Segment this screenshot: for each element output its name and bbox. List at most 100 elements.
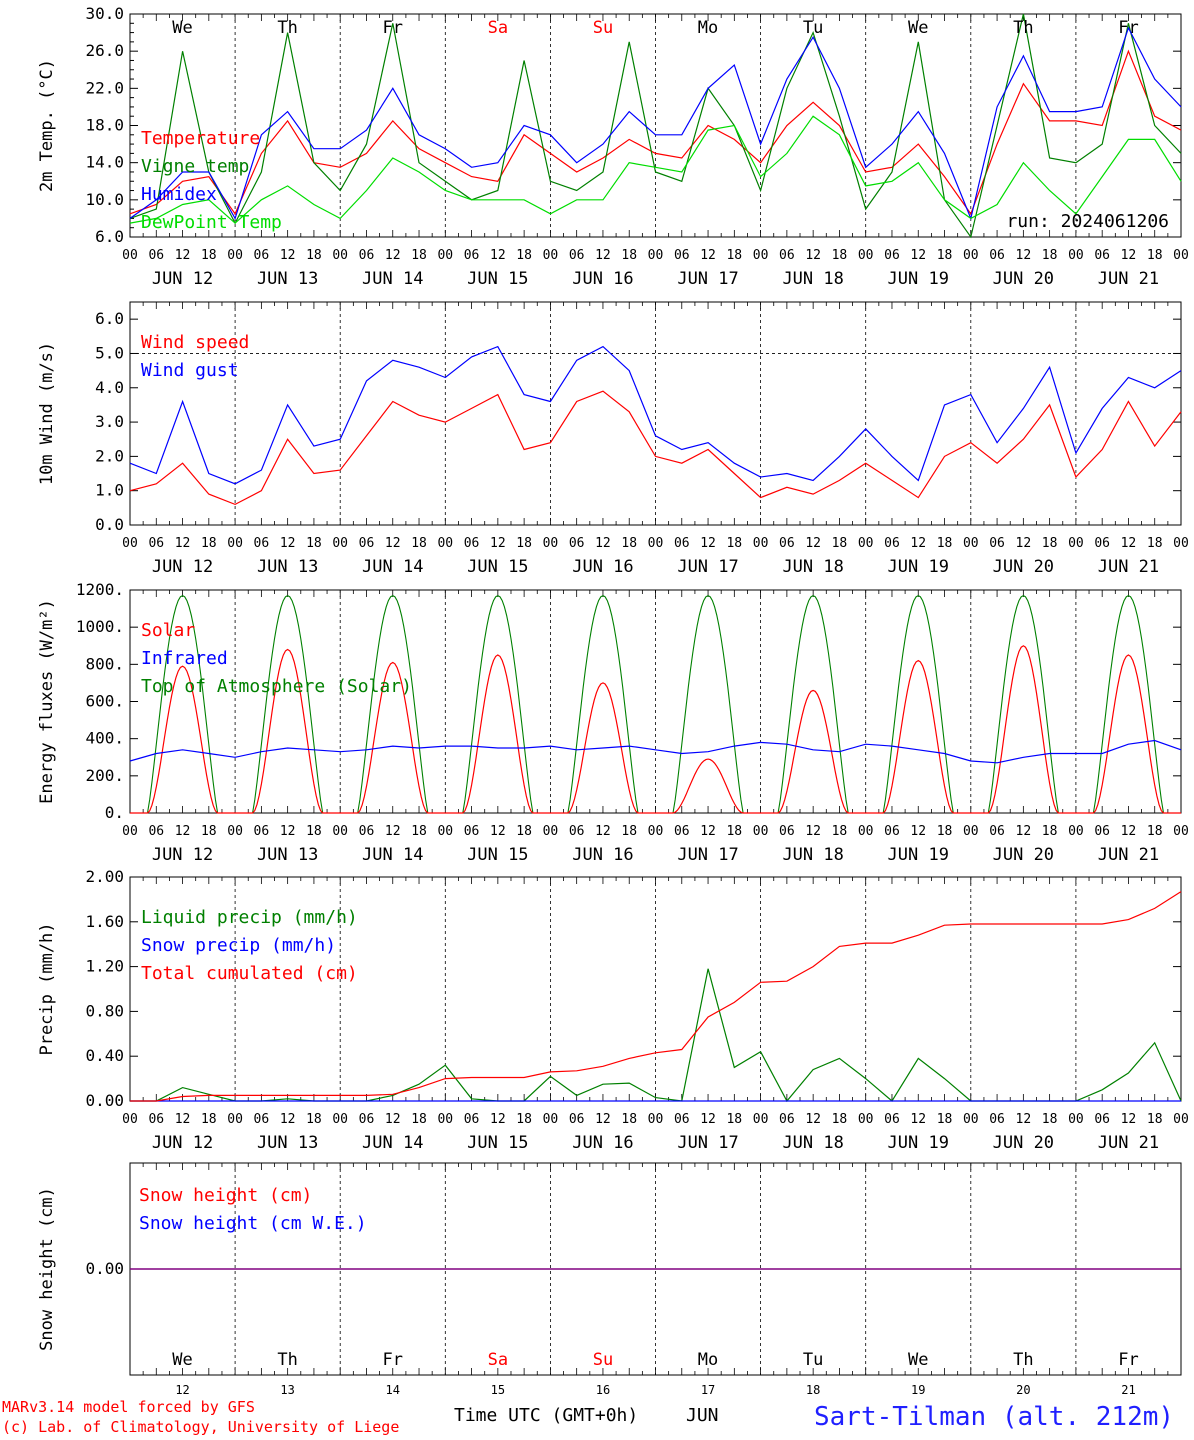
hour-tick-label: 00 [858,824,874,839]
day-number-label: 19 [911,1383,925,1397]
hour-tick-label: 12 [1121,1112,1137,1127]
weekday-label: Fr [1118,1350,1138,1370]
hour-tick-label: 12 [700,1112,716,1127]
date-label: JUN 18 [782,1133,843,1153]
run-label: run: 2024061206 [1006,211,1169,232]
date-label: JUN 20 [993,845,1054,865]
hour-tick-label: 18 [621,824,637,839]
legend-entry: DewPoint Temp [141,212,282,233]
weekday-label: Th [1013,18,1033,38]
day-number-label: 20 [1016,1383,1030,1397]
y-tick-label: 600. [85,692,124,711]
panel-frame [129,301,1182,526]
hour-tick-label: 18 [726,248,742,263]
day-number-label: 13 [280,1383,294,1397]
weekday-label: We [908,1350,928,1370]
date-label: JUN 18 [782,845,843,865]
legend-entry: Wind speed [141,332,249,353]
hour-tick-label: 12 [280,536,296,551]
hour-tick-label: 12 [490,1112,506,1127]
hour-tick-label: 18 [516,1112,532,1127]
series-infrared [129,739,1182,764]
hour-tick-label: 06 [359,536,375,551]
date-label: JUN 16 [572,845,633,865]
hour-tick-label: 06 [464,248,480,263]
day-number-label: 12 [175,1383,189,1397]
y-tick-label: 22.0 [85,78,124,97]
hour-tick-label: 00 [753,248,769,263]
weekday-label: Mo [698,18,718,38]
footer-station: Sart-Tilman (alt. 212m) [814,1402,1175,1432]
y-axis-label: Energy fluxes (W/m²) [37,599,57,804]
date-label: JUN 16 [572,1133,633,1153]
footer-model: MARv3.14 model forced by GFS [2,1398,255,1416]
date-label: JUN 15 [467,1133,528,1153]
hour-tick-label: 00 [1068,248,1084,263]
y-tick-label: 18.0 [85,116,124,135]
legend-entry: Infrared [141,648,228,669]
hour-tick-label: 12 [1121,824,1137,839]
series-solar [130,645,1181,814]
footer-lab: (c) Lab. of Climatology, University of L… [2,1418,400,1436]
date-label: JUN 19 [888,845,949,865]
hour-tick-label: 18 [1147,824,1163,839]
weekday-label: Tu [803,1350,823,1370]
date-label: JUN 21 [1098,1133,1159,1153]
y-tick-label: 1200. [76,580,124,599]
date-label: JUN 21 [1098,269,1159,289]
hour-tick-label: 12 [700,824,716,839]
hour-tick-label: 12 [175,824,191,839]
hour-tick-label: 06 [779,536,795,551]
date-label: JUN 15 [467,269,528,289]
series-humidex [129,26,1182,221]
hour-tick-label: 18 [201,248,217,263]
hour-tick-label: 18 [411,536,427,551]
weekday-label: Fr [383,18,403,38]
hour-tick-label: 00 [1173,1112,1189,1127]
hour-tick-label: 06 [464,1112,480,1127]
panel-4: 0.00 0.40 0.80 1.20 1.60 2.00 Precip (mm/h) Liq… [37,867,1189,1153]
hour-tick-label: 06 [569,248,585,263]
hour-tick-label: 00 [1068,824,1084,839]
hour-tick-label: 06 [674,248,690,263]
hour-tick-label: 00 [122,824,138,839]
hour-tick-label: 00 [1173,536,1189,551]
panel-frame [129,13,1182,238]
date-label: JUN 21 [1098,845,1159,865]
weekday-label: Fr [383,1350,403,1370]
hour-tick-label: 18 [306,536,322,551]
hour-tick-label: 00 [543,1112,559,1127]
weekday-label: Fr [1118,18,1138,38]
y-tick-label: 6.0 [95,227,124,246]
y-tick-label: 400. [85,729,124,748]
y-tick-label: 0. [105,803,124,822]
hour-tick-label: 00 [648,536,664,551]
hour-tick-label: 18 [832,1112,848,1127]
hour-tick-label: 06 [359,248,375,263]
y-tick-label: 30.0 [85,4,124,23]
hour-tick-label: 12 [385,248,401,263]
hour-tick-label: 12 [280,824,296,839]
weekday-label: We [172,18,192,38]
hour-tick-label: 06 [148,1112,164,1127]
y-tick-label: 1000. [76,617,124,636]
panel-2: 0.0 1.0 2.0 3.0 4.0 5.0 6.0 10m Wind (m/s) Wind … [37,301,1189,577]
hour-tick-label: 12 [1121,248,1137,263]
y-tick-label: 0.80 [85,1001,124,1020]
hour-tick-label: 06 [1094,824,1110,839]
day-number-label: 15 [491,1383,505,1397]
legend-entry: Top of Atmosphere (Solar) [141,676,412,697]
weekday-label: Mo [698,1350,718,1370]
hour-tick-label: 06 [779,824,795,839]
hour-tick-label: 18 [411,824,427,839]
y-axis-label: 10m Wind (m/s) [37,342,57,485]
hour-tick-label: 00 [963,248,979,263]
hour-tick-label: 12 [910,248,926,263]
hour-tick-label: 12 [910,824,926,839]
date-label: JUN 17 [677,845,738,865]
hour-tick-label: 12 [385,536,401,551]
hour-tick-label: 00 [227,536,243,551]
hour-tick-label: 18 [832,536,848,551]
hour-tick-label: 12 [595,1112,611,1127]
weekday-label: Tu [803,18,823,38]
